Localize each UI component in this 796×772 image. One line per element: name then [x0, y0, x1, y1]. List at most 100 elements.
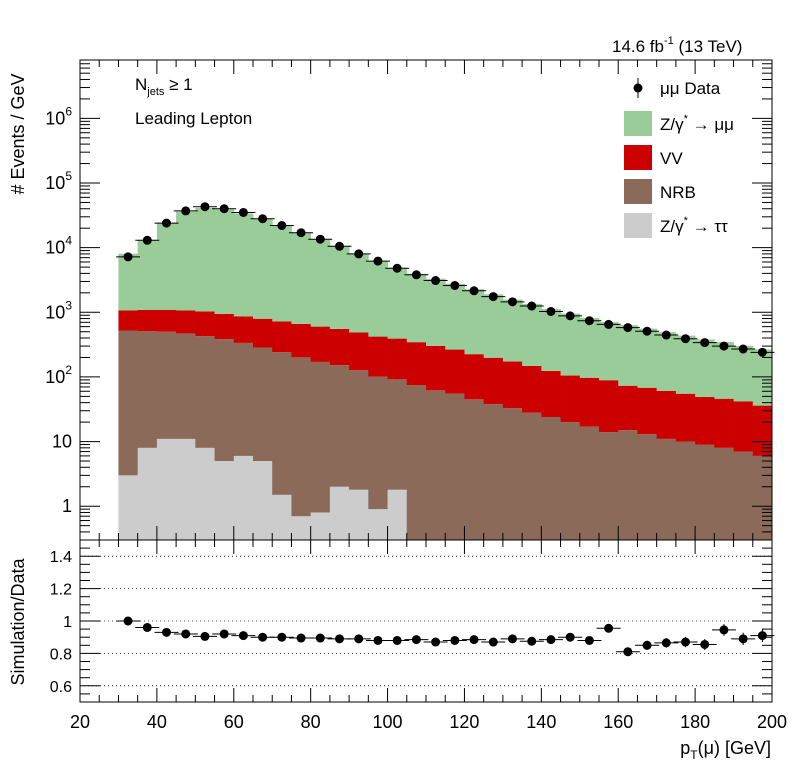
data-points [116, 202, 775, 357]
legend-label-vv: VV [660, 149, 683, 168]
bar-nrb-14 [387, 379, 408, 490]
ytick-label-top-1: 10 [52, 432, 72, 452]
bar-z-26 [618, 325, 638, 386]
bar-vv-32 [733, 401, 754, 452]
ratio-point-10 [315, 633, 325, 643]
xtick-label-3: 80 [301, 712, 321, 732]
ratio-point-22 [546, 635, 556, 645]
bar-vv-5 [214, 313, 235, 340]
bar-z-5 [214, 209, 235, 314]
legend-marker-data [633, 83, 643, 93]
xtick-label-2: 60 [224, 712, 244, 732]
bar-nrb-16 [426, 390, 446, 540]
bar-z-1 [137, 447, 158, 540]
bar-nrb-13 [368, 376, 388, 510]
lumi-label: 14.6 fb-1 (13 TeV) [612, 35, 742, 56]
data-point-1 [142, 235, 152, 245]
bar-z-7 [253, 218, 273, 319]
ytick-label-top-4: 104 [45, 234, 72, 258]
ytick-label-top-2: 102 [45, 363, 72, 387]
bar-z-3 [176, 211, 196, 311]
legend-entry-zmumu: Z/γ* → μμ [624, 111, 734, 136]
data-point-17 [450, 280, 460, 290]
bar-vv-19 [483, 357, 504, 405]
bar-vv-8 [272, 321, 292, 353]
ytick-label-top-6: 106 [45, 104, 72, 128]
legend-label-ztautau: Z/γ* → ττ [660, 215, 728, 236]
bar-z-2 [156, 222, 177, 310]
data-point-14 [392, 263, 402, 273]
ytick-label-top-5: 105 [45, 169, 72, 193]
data-point-6 [238, 207, 248, 217]
ratio-point-20 [508, 634, 517, 644]
bar-nrb-15 [406, 385, 427, 540]
bottom-panel: 0.6 0.8 1 1.2 1.4 20 40 60 80 100 120 140 160 180 200… [8, 539, 787, 762]
bottom-ytick-labels: 0.6 0.8 1 1.2 1.4 [50, 549, 72, 696]
bar-z-12 [349, 489, 369, 540]
ratio-point-33 [757, 631, 767, 641]
bar-z-27 [637, 328, 658, 388]
ratio-point-17 [450, 635, 460, 645]
data-point-16 [431, 276, 441, 286]
bar-nrb-23 [560, 422, 581, 540]
data-point-24 [584, 316, 594, 326]
bar-vv-25 [599, 380, 619, 433]
data-point-5 [219, 204, 229, 214]
data-point-23 [565, 311, 575, 321]
ratio-point-25 [604, 623, 614, 633]
bottom-ylabel: Simulation/Data [8, 557, 28, 685]
legend-entry-nrb: NRB [624, 179, 696, 204]
data-point-3 [181, 206, 191, 216]
data-point-2 [162, 218, 171, 228]
bar-nrb-19 [483, 404, 504, 540]
bar-z-11 [329, 246, 350, 329]
xtick-label-5: 120 [449, 712, 479, 732]
bar-z-29 [675, 335, 696, 394]
ratio-point-14 [392, 635, 402, 645]
bar-nrb-2 [156, 331, 177, 439]
bar-z-20 [502, 299, 523, 362]
bar-nrb-4 [195, 336, 215, 448]
bar-vv-26 [618, 385, 638, 431]
xtick-label-6: 140 [526, 712, 556, 732]
bar-nrb-32 [733, 451, 754, 540]
bar-nrb-11 [329, 365, 350, 487]
data-point-31 [719, 341, 729, 351]
ratio-point-27 [642, 640, 652, 650]
ratio-point-2 [162, 627, 171, 637]
data-point-28 [661, 330, 671, 340]
ratio-point-28 [661, 638, 671, 648]
data-point-26 [623, 323, 633, 333]
bar-nrb-12 [349, 370, 369, 490]
ratio-point-31 [719, 625, 729, 635]
legend-swatch-zmumu [624, 111, 652, 136]
bar-z-2 [156, 438, 177, 540]
bar-vv-12 [349, 332, 369, 371]
ratio-point-12 [354, 634, 364, 644]
legend-swatch-vv [624, 145, 652, 170]
bar-nrb-6 [233, 342, 254, 456]
bar-z-13 [368, 509, 388, 540]
bar-vv-3 [176, 310, 196, 334]
bar-nrb-24 [579, 426, 600, 540]
legend-entry-ztautau: Z/γ* → ττ [624, 213, 728, 238]
xtick-label-8: 180 [680, 712, 710, 732]
bar-nrb-17 [445, 393, 465, 540]
ratio-point-29 [681, 637, 690, 647]
bar-vv-11 [329, 328, 350, 366]
data-point-8 [277, 221, 287, 231]
bar-z-12 [349, 253, 369, 333]
data-point-25 [604, 319, 614, 329]
bar-z-23 [560, 313, 581, 376]
bar-z-22 [541, 309, 561, 371]
xtick-label-9: 200 [757, 712, 787, 732]
data-point-29 [681, 334, 690, 344]
ratio-point-5 [219, 629, 229, 639]
data-point-27 [642, 326, 652, 336]
ratio-point-16 [431, 637, 441, 647]
bar-nrb-26 [618, 430, 638, 540]
bar-nrb-29 [675, 441, 696, 540]
bar-z-9 [291, 232, 312, 324]
bar-vv-16 [426, 345, 446, 391]
bar-vv-4 [195, 311, 215, 337]
